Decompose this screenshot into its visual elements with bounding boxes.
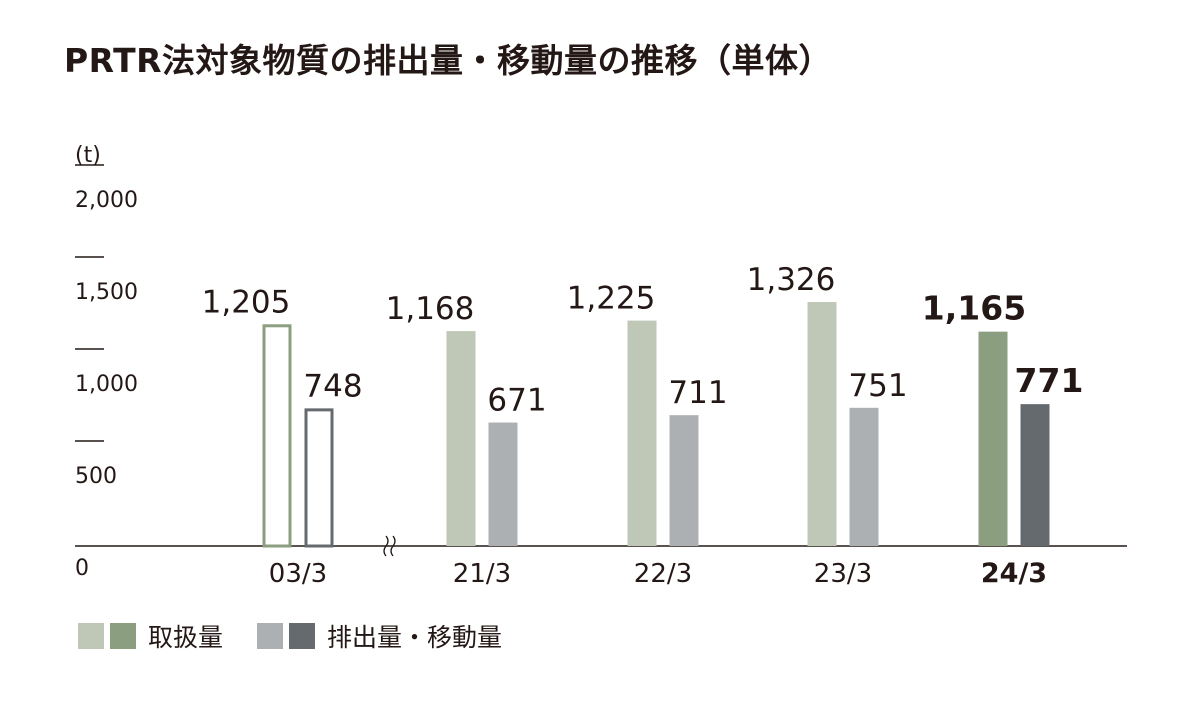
y-tick-label: 1,500 xyxy=(75,280,138,305)
data-label-emission: 771 xyxy=(1015,361,1084,400)
x-tick-label: 03/3 xyxy=(269,559,327,589)
data-label-emission: 671 xyxy=(487,383,546,419)
y-tick-label: 2,000 xyxy=(75,188,138,213)
legend-label-handling: 取扱量 xyxy=(148,623,224,652)
bar-emission xyxy=(849,407,879,546)
x-tick-label: 24/3 xyxy=(981,558,1047,589)
legend-swatch-handling-dark xyxy=(110,623,136,649)
legend: 取扱量 排出量・移動量 xyxy=(78,620,502,652)
legend-swatch-handling-light xyxy=(78,623,104,649)
chart-title: PRTR法対象物質の排出量・移動量の推移（単体） xyxy=(64,41,833,80)
data-label-emission: 751 xyxy=(848,368,907,404)
axis-break-mark xyxy=(383,535,389,557)
legend-item-emission: 排出量・移動量 xyxy=(257,618,502,654)
bar-emission xyxy=(488,422,518,546)
legend-label-emission: 排出量・移動量 xyxy=(327,623,503,652)
axis-break-mark xyxy=(390,535,396,557)
bar-emission xyxy=(669,415,699,546)
bar-emission xyxy=(304,408,334,548)
x-tick-label: 22/3 xyxy=(634,559,692,589)
data-label-emission: 711 xyxy=(668,375,727,411)
data-label-handling: 1,225 xyxy=(567,281,656,317)
bar-handling xyxy=(627,320,657,546)
bar-emission xyxy=(1020,404,1050,546)
y-axis-unit-label: (t) xyxy=(75,143,101,168)
x-tick-label: 23/3 xyxy=(814,559,872,589)
legend-swatch-emission-dark xyxy=(289,623,316,649)
y-tick-label: 1,000 xyxy=(75,372,138,397)
data-label-handling: 1,326 xyxy=(747,262,836,298)
data-label-handling: 1,168 xyxy=(386,291,475,327)
bar-handling xyxy=(807,302,837,546)
y-tick-label: 0 xyxy=(75,556,89,581)
data-label-handling: 1,165 xyxy=(922,289,1026,328)
legend-swatch-emission-light xyxy=(257,623,284,649)
data-label-handling: 1,205 xyxy=(202,284,291,320)
bar-handling xyxy=(262,324,292,548)
bar-handling xyxy=(446,331,476,546)
x-tick-label: 21/3 xyxy=(453,559,511,589)
y-tick-label: 500 xyxy=(75,464,117,489)
data-label-emission: 748 xyxy=(303,368,362,404)
bar-handling xyxy=(978,331,1008,546)
legend-item-handling: 取扱量 xyxy=(78,618,223,654)
